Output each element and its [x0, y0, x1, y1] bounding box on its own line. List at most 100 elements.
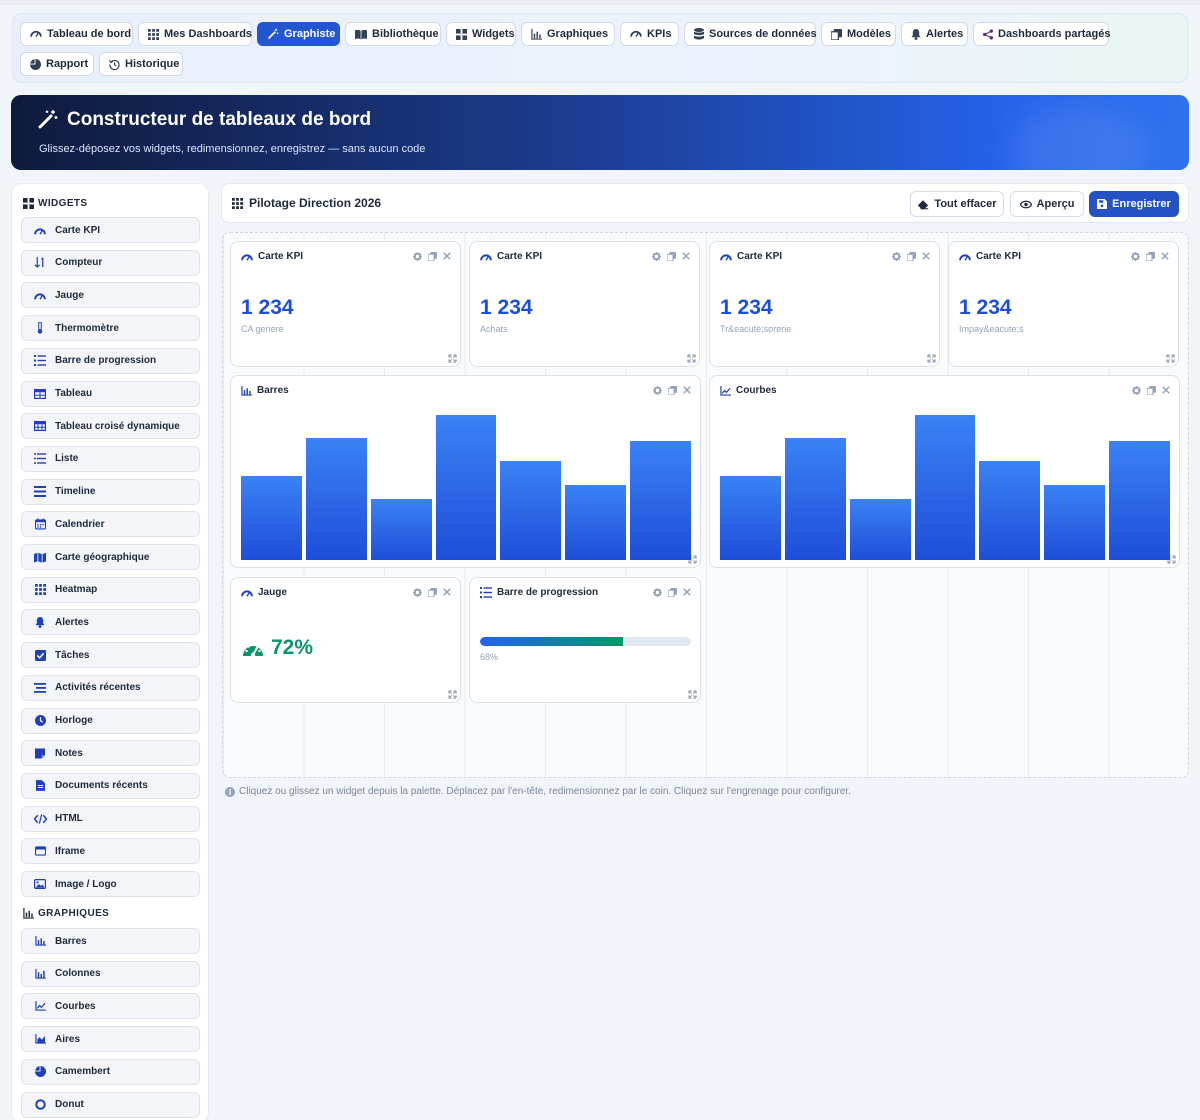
palette-item-aires[interactable]: Aires — [21, 1026, 200, 1053]
nav-tab-alertes[interactable]: Alertes — [901, 22, 968, 46]
nav-tab-label: Dashboards partagés — [998, 28, 1111, 40]
kpi-card[interactable]: Carte KPI 1 234 CA genere — [230, 241, 461, 367]
resize-handle-icon[interactable] — [1166, 354, 1175, 363]
bar-chart-widget[interactable]: Barres — [230, 375, 701, 568]
resize-handle-icon[interactable] — [687, 354, 696, 363]
gauge-widget[interactable]: Jauge 72% — [230, 577, 461, 703]
palette-item-alertes[interactable]: Alertes — [21, 609, 200, 636]
nav-tab-rapport[interactable]: Rapport — [20, 52, 94, 76]
widget-header[interactable]: Courbes — [720, 385, 777, 396]
palette-item-tableau[interactable]: Tableau — [21, 380, 200, 407]
gear-icon[interactable] — [413, 252, 422, 261]
palette-item-carte-geographique[interactable]: Carte géographique — [21, 544, 200, 570]
gear-icon[interactable] — [652, 252, 661, 261]
palette-section-widgets: WIDGETS — [23, 198, 87, 209]
widget-header[interactable]: Barre de progression — [480, 587, 598, 598]
widget-header[interactable]: Carte KPI — [959, 251, 1021, 262]
palette-item-jauge[interactable]: Jauge — [21, 282, 200, 309]
close-icon[interactable] — [1162, 386, 1170, 394]
palette-item-thermometre[interactable]: Thermomètre — [21, 315, 200, 342]
close-icon[interactable] — [683, 588, 691, 596]
palette-item-compteur[interactable]: Compteur — [21, 249, 200, 276]
clear-button[interactable]: Tout effacer — [910, 191, 1004, 217]
copy-icon[interactable] — [668, 386, 677, 395]
close-icon[interactable] — [683, 386, 691, 394]
palette-item-image-logo[interactable]: Image / Logo — [21, 871, 200, 897]
line-chart-widget[interactable]: Courbes — [709, 375, 1180, 568]
palette-item-colonnes[interactable]: Colonnes — [21, 960, 200, 987]
nav-tab-label: Graphiques — [547, 28, 609, 40]
kpi-card[interactable]: Carte KPI 1 234 Tr&eacute;sorerie — [709, 241, 940, 367]
preview-button[interactable]: Aperçu — [1010, 191, 1084, 217]
gauge-icon — [243, 643, 263, 658]
palette-item-donut[interactable]: Donut — [21, 1091, 200, 1118]
chart-bar — [1044, 484, 1106, 560]
progress-label: 68% — [480, 652, 499, 662]
widget-tools — [413, 588, 451, 597]
nav-tab-widgets[interactable]: Widgets — [446, 22, 516, 46]
copy-icon[interactable] — [428, 252, 437, 261]
gear-icon[interactable] — [1131, 252, 1140, 261]
widget-header[interactable]: Carte KPI — [480, 251, 542, 262]
save-button[interactable]: Enregistrer — [1089, 191, 1179, 217]
kpi-card[interactable]: Carte KPI 1 234 Achats — [469, 241, 700, 367]
palette-item-html[interactable]: HTML — [21, 805, 200, 832]
palette-item-documents-recents[interactable]: Documents récents — [21, 772, 200, 799]
widget-header[interactable]: Jauge — [241, 587, 287, 598]
widget-header[interactable]: Barres — [241, 385, 289, 396]
copy-icon[interactable] — [1146, 252, 1155, 261]
widget-header[interactable]: Carte KPI — [241, 251, 303, 262]
nav-tab-mes-dashboards[interactable]: Mes Dashboards — [138, 22, 252, 46]
palette-item-tableau-croise-dynamique[interactable]: Tableau croisé dynamique — [21, 413, 200, 440]
nav-tab-sources-de-donnees[interactable]: Sources de données — [684, 22, 817, 46]
copy-icon[interactable] — [668, 588, 677, 597]
resize-handle-icon[interactable] — [448, 690, 457, 699]
progress-widget[interactable]: Barre de progression 68% — [469, 577, 701, 703]
nav-tab-kpis[interactable]: KPIs — [620, 22, 679, 46]
close-icon[interactable] — [443, 252, 451, 260]
chart-line-icon — [33, 1001, 47, 1012]
nav-tab-dashboards-partages[interactable]: Dashboards partagés — [973, 22, 1111, 46]
resize-handle-icon[interactable] — [448, 354, 457, 363]
gear-icon[interactable] — [653, 588, 662, 597]
resize-handle-icon[interactable] — [688, 690, 697, 699]
nav-tab-graphiste[interactable]: Graphiste — [257, 22, 340, 46]
copy-icon[interactable] — [1147, 386, 1156, 395]
close-icon[interactable] — [682, 252, 690, 260]
palette-item-iframe[interactable]: Iframe — [21, 838, 200, 865]
palette-item-heatmap[interactable]: Heatmap — [21, 576, 200, 603]
palette-item-taches[interactable]: Tâches — [21, 642, 200, 669]
resize-handle-icon[interactable] — [927, 354, 936, 363]
palette-item-barres[interactable]: Barres — [21, 928, 200, 954]
gear-icon[interactable] — [1132, 386, 1141, 395]
palette-item-carte-kpi[interactable]: Carte KPI — [21, 217, 200, 243]
copy-icon[interactable] — [667, 252, 676, 261]
kpi-card[interactable]: Carte KPI 1 234 Impay&eacute;s — [948, 241, 1179, 367]
palette-item-notes[interactable]: Notes — [21, 740, 200, 767]
palette-item-barre-de-progression[interactable]: Barre de progression — [21, 347, 200, 374]
chart-bar — [565, 484, 627, 560]
palette-item-horloge[interactable]: Horloge — [21, 707, 200, 734]
nav-tab-graphiques[interactable]: Graphiques — [521, 22, 615, 46]
gear-icon[interactable] — [413, 588, 422, 597]
widget-header[interactable]: Carte KPI — [720, 251, 782, 262]
copy-icon[interactable] — [428, 588, 437, 597]
palette-item-liste[interactable]: Liste — [21, 445, 200, 472]
close-icon[interactable] — [922, 252, 930, 260]
palette-item-camembert[interactable]: Camembert — [21, 1058, 200, 1085]
gear-icon[interactable] — [892, 252, 901, 261]
copy-icon[interactable] — [907, 252, 916, 261]
nav-tab-historique[interactable]: Historique — [99, 52, 183, 76]
palette-item-activites-recentes[interactable]: Activités récentes — [21, 674, 200, 701]
palette-item-calendrier[interactable]: Calendrier — [21, 511, 200, 538]
palette-item-timeline[interactable]: Timeline — [21, 478, 200, 505]
gear-icon[interactable] — [653, 386, 662, 395]
nav-tab-tableau-de-bord[interactable]: Tableau de bord — [20, 22, 133, 46]
close-icon[interactable] — [443, 588, 451, 596]
nav-tab-modeles[interactable]: Modèles — [821, 22, 896, 46]
close-icon[interactable] — [1161, 252, 1169, 260]
widget-title: Carte KPI — [976, 251, 1022, 262]
chart-bar — [370, 499, 432, 560]
nav-tab-bibliotheque[interactable]: Bibliothèque — [345, 22, 441, 46]
palette-item-courbes[interactable]: Courbes — [21, 993, 200, 1020]
